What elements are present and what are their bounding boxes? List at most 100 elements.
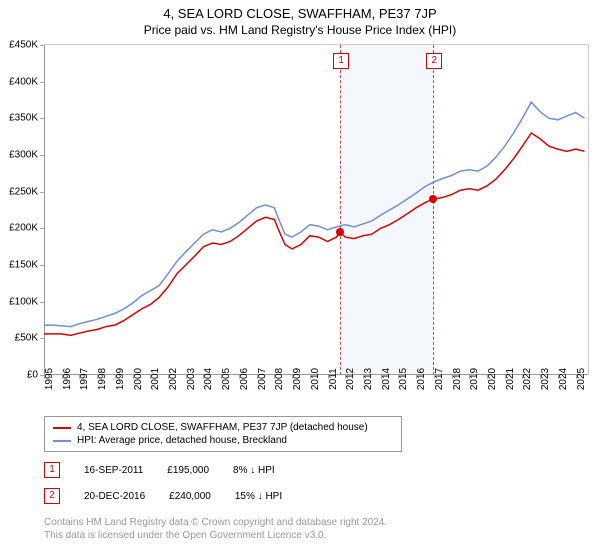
sale-marker <box>429 195 437 203</box>
sale-vline <box>340 45 341 375</box>
x-tick <box>115 375 116 379</box>
x-tick-label: 2003 <box>186 368 197 390</box>
x-tick <box>540 375 541 379</box>
x-tick <box>345 375 346 379</box>
legend-swatch <box>53 427 71 429</box>
x-tick-label: 1999 <box>115 368 126 390</box>
sale-date: 16-SEP-2011 <box>84 465 143 476</box>
x-tick-label: 2025 <box>576 368 587 390</box>
x-tick <box>310 375 311 379</box>
x-tick-label: 2022 <box>522 368 533 390</box>
x-tick-label: 2011 <box>328 368 339 390</box>
x-tick <box>522 375 523 379</box>
x-tick-label: 2023 <box>540 368 551 390</box>
sale-price: £195,000 <box>167 465 209 476</box>
x-tick-label: 2015 <box>398 368 409 390</box>
sale-detail-row: 116-SEP-2011£195,0008% ↓ HPI <box>44 462 275 478</box>
x-tick-label: 1998 <box>97 368 108 390</box>
y-tick-label: £300K <box>9 150 38 161</box>
x-tick <box>133 375 134 379</box>
sale-marker <box>336 228 344 236</box>
y-tick <box>40 118 44 119</box>
x-tick <box>186 375 187 379</box>
y-tick-label: £0 <box>27 370 38 381</box>
x-tick-label: 2017 <box>434 368 445 390</box>
legend: 4, SEA LORD CLOSE, SWAFFHAM, PE37 7JP (d… <box>44 416 402 452</box>
x-tick-label: 2006 <box>239 368 250 390</box>
x-tick-label: 1996 <box>62 368 73 390</box>
sale-vline <box>433 45 434 375</box>
x-tick-label: 2010 <box>310 368 321 390</box>
x-tick-label: 2016 <box>416 368 427 390</box>
y-tick <box>40 338 44 339</box>
x-tick-label: 2013 <box>363 368 374 390</box>
footer-line: Contains HM Land Registry data © Crown c… <box>44 516 387 529</box>
x-tick-label: 2014 <box>381 368 392 390</box>
y-tick-label: £250K <box>9 186 38 197</box>
sale-flag-small: 2 <box>44 488 60 504</box>
x-tick-label: 2008 <box>274 368 285 390</box>
series-hpi <box>44 102 585 326</box>
x-tick <box>44 375 45 379</box>
x-tick <box>239 375 240 379</box>
sale-flag: 1 <box>333 53 349 69</box>
x-tick-label: 2009 <box>292 368 303 390</box>
x-tick-label: 2005 <box>221 368 232 390</box>
x-tick-label: 2012 <box>345 368 356 390</box>
sale-flag-small: 1 <box>44 462 60 478</box>
y-tick-label: £150K <box>9 260 38 271</box>
x-tick-label: 2019 <box>469 368 480 390</box>
legend-swatch <box>53 440 71 442</box>
x-tick <box>328 375 329 379</box>
x-tick <box>505 375 506 379</box>
sale-detail-row: 2 20-DEC-2016 £240,000 15% ↓ HPI <box>44 488 282 504</box>
y-tick-label: £400K <box>9 76 38 87</box>
x-tick <box>221 375 222 379</box>
y-tick <box>40 82 44 83</box>
y-tick <box>40 155 44 156</box>
legend-label: 4, SEA LORD CLOSE, SWAFFHAM, PE37 7JP (d… <box>77 422 368 433</box>
y-tick-label: £50K <box>15 333 38 344</box>
x-tick-label: 2007 <box>257 368 268 390</box>
y-tick <box>40 45 44 46</box>
x-tick-label: 2021 <box>505 368 516 390</box>
footer-line: This data is licensed under the Open Gov… <box>44 529 387 542</box>
x-tick <box>150 375 151 379</box>
y-tick <box>40 302 44 303</box>
x-tick-label: 2000 <box>133 368 144 390</box>
y-tick-label: £350K <box>9 113 38 124</box>
x-tick <box>487 375 488 379</box>
x-tick-label: 2024 <box>558 368 569 390</box>
legend-label: HPI: Average price, detached house, Brec… <box>77 435 287 446</box>
chart-title: 4, SEA LORD CLOSE, SWAFFHAM, PE37 7JP <box>0 0 600 21</box>
x-tick <box>168 375 169 379</box>
sale-delta: 15% ↓ HPI <box>235 491 282 502</box>
chart-svg <box>44 45 588 375</box>
x-tick <box>576 375 577 379</box>
y-tick-label: £200K <box>9 223 38 234</box>
x-tick-label: 1997 <box>79 368 90 390</box>
series-property <box>44 133 585 335</box>
sale-date: 20-DEC-2016 <box>84 491 145 502</box>
y-tick <box>40 192 44 193</box>
x-tick-label: 2004 <box>203 368 214 390</box>
x-tick <box>469 375 470 379</box>
legend-item: 4, SEA LORD CLOSE, SWAFFHAM, PE37 7JP (d… <box>53 421 393 434</box>
sale-flag: 2 <box>426 53 442 69</box>
x-tick <box>203 375 204 379</box>
x-tick-label: 2001 <box>150 368 161 390</box>
x-tick <box>97 375 98 379</box>
x-tick-label: 1995 <box>44 368 55 390</box>
x-tick <box>257 375 258 379</box>
x-tick <box>416 375 417 379</box>
y-tick <box>40 228 44 229</box>
x-tick-label: 2018 <box>452 368 463 390</box>
x-tick <box>363 375 364 379</box>
x-tick <box>558 375 559 379</box>
x-tick <box>292 375 293 379</box>
x-tick-label: 2002 <box>168 368 179 390</box>
y-tick-label: £100K <box>9 296 38 307</box>
chart-subtitle: Price paid vs. HM Land Registry's House … <box>0 21 600 41</box>
sale-price: £240,000 <box>169 491 211 502</box>
x-tick <box>381 375 382 379</box>
